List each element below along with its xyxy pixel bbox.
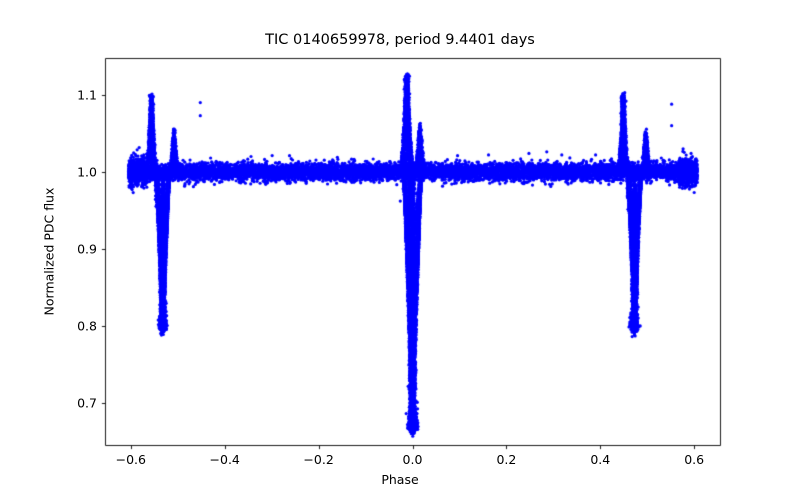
y-tick-label: 0.8 [77,318,97,334]
x-tick-label: −0.4 [209,452,240,467]
y-tick-label: 0.7 [77,395,97,411]
x-tick-label: 0.4 [590,452,611,467]
x-tick-label: −0.2 [303,452,334,467]
y-tick-label: 1.0 [77,164,97,180]
x-tick-label: 0.6 [684,452,705,467]
x-tick-label: 0.0 [402,452,423,467]
x-tick-label: 0.2 [496,452,517,467]
y-tick-label: 0.9 [77,241,97,257]
y-tick-label: 1.1 [77,87,97,103]
x-tick-label: −0.6 [115,452,146,467]
